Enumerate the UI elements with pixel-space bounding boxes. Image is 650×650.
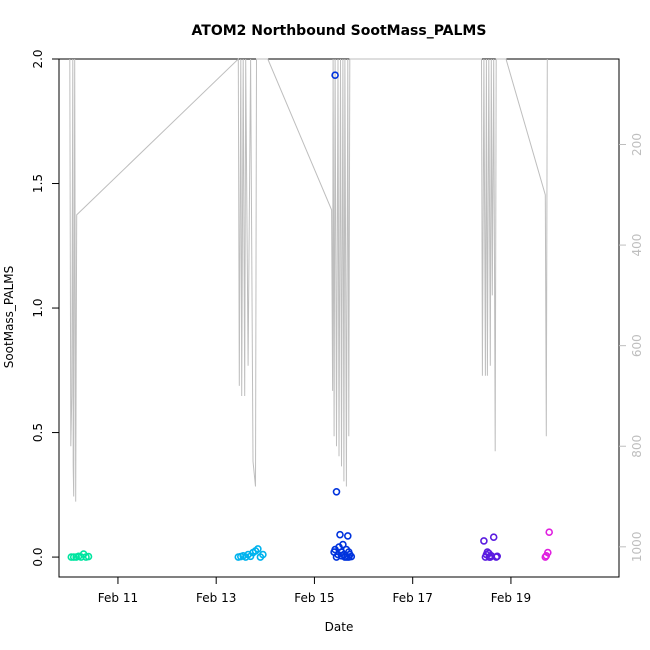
point-s2-15 xyxy=(334,550,342,559)
point-s2-1 xyxy=(332,487,341,496)
y2-tick-label-3: 800 xyxy=(630,435,644,458)
x-tick-label-1: Feb 13 xyxy=(196,591,236,605)
point-s2-10 xyxy=(343,532,352,540)
y-tick-label-2: 1.0 xyxy=(31,298,45,317)
point-s3-9 xyxy=(481,553,490,561)
x-tick-label-4: Feb 19 xyxy=(491,591,531,605)
y-axis-label: SootMass_PALMS xyxy=(2,266,16,369)
y-tick-label-1: 0.5 xyxy=(31,423,45,442)
point-s2-19 xyxy=(344,548,353,556)
altitude-line xyxy=(69,57,548,502)
point-s4-3 xyxy=(542,551,551,560)
y2-axis: 200 400 600 800 1000 xyxy=(619,133,644,562)
y2-tick-label-4: 1000 xyxy=(630,532,644,563)
point-s1-8 xyxy=(254,545,262,553)
point-s4-2 xyxy=(545,528,554,537)
altitude-profile xyxy=(69,57,548,502)
y-tick-label-0: 0.0 xyxy=(31,548,45,567)
point-s3-6 xyxy=(489,533,498,542)
point-s0-0 xyxy=(67,553,76,561)
y-tick-label-3: 1.5 xyxy=(31,174,45,193)
y-tick-label-4: 2.0 xyxy=(31,49,45,68)
point-s1-10 xyxy=(259,550,267,559)
point-s3-10 xyxy=(485,553,494,561)
point-s0-1 xyxy=(69,553,78,561)
y-axis: 0.0 0.5 1.0 1.5 2.0 xyxy=(31,49,59,567)
point-s3-0 xyxy=(480,537,488,545)
y2-tick-label-0: 200 xyxy=(630,133,644,156)
point-s2-5 xyxy=(336,530,344,539)
point-s2-7 xyxy=(339,540,347,549)
x-axis-label: Date xyxy=(325,620,354,634)
x-axis: Feb 11 Feb 13 Feb 15 Feb 17 Feb 19 xyxy=(98,576,531,605)
x-tick-label-0: Feb 11 xyxy=(98,591,138,605)
y2-tick-label-2: 600 xyxy=(630,334,644,357)
point-s3-8 xyxy=(493,552,502,561)
y2-tick-label-1: 400 xyxy=(630,234,644,257)
point-s0-7 xyxy=(84,552,93,561)
data-points xyxy=(67,71,554,561)
point-s2-0 xyxy=(331,71,339,79)
x-tick-label-3: Feb 17 xyxy=(393,591,433,605)
x-tick-label-2: Feb 15 xyxy=(294,591,334,605)
chart-title: ATOM2 Northbound SootMass_PALMS xyxy=(192,23,487,39)
